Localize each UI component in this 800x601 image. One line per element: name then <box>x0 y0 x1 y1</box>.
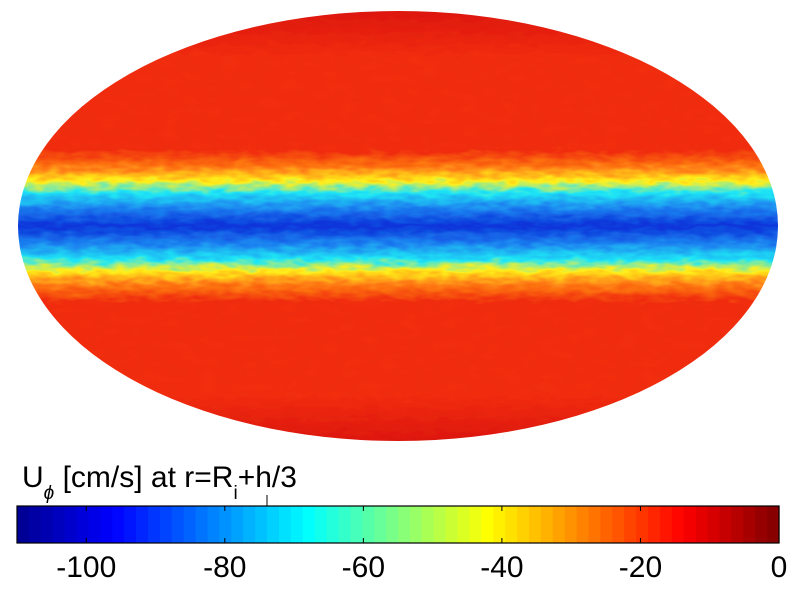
label-tail: +h/3 <box>237 461 297 494</box>
map-texture <box>18 11 778 441</box>
colorbar-segment <box>136 506 149 543</box>
colorbar-segment <box>338 506 351 543</box>
colorbar-segment <box>52 506 66 543</box>
colorbar-segment <box>374 506 387 543</box>
colorbar-segment <box>683 506 697 543</box>
colorbar-segment <box>219 506 232 543</box>
colorbar-segment <box>588 506 602 543</box>
colorbar <box>17 506 780 543</box>
colorbar-segment <box>552 506 566 543</box>
colorbar-segment <box>255 506 268 543</box>
colorbar-tick-label: -20 <box>618 551 663 584</box>
colorbar-segment <box>124 506 137 543</box>
colorbar-segment <box>731 506 744 543</box>
colorbar-segment <box>481 506 494 543</box>
colorbar-segment <box>278 506 292 543</box>
colorbar-tick-label: 0 <box>770 551 788 584</box>
colorbar-segment <box>624 506 637 543</box>
colorbar-label: Uϕ [cm/s] at r=Ri+h/3 <box>22 461 297 505</box>
colorbar-segment <box>755 506 768 543</box>
colorbar-segment <box>362 506 375 543</box>
colorbar-segment <box>743 506 756 543</box>
colorbar-segment <box>671 506 685 543</box>
colorbar-segment <box>207 506 221 543</box>
colorbar-segment <box>267 506 280 543</box>
colorbar-segment <box>528 506 542 543</box>
colorbar-segment <box>112 506 125 543</box>
colorbar-segment <box>767 506 780 543</box>
colorbar-segment <box>290 506 304 543</box>
colorbar-segment <box>100 506 113 543</box>
colorbar-segment <box>88 506 101 543</box>
colorbar-segment <box>564 506 578 543</box>
label-phi-subscript: ϕ <box>43 483 55 504</box>
colorbar-segment <box>600 506 613 543</box>
colorbar-tick-label: -60 <box>341 551 386 584</box>
colorbar-segment <box>302 506 316 543</box>
colorbar-segment <box>409 506 423 543</box>
colorbar-segment <box>421 506 435 543</box>
colorbar-segment <box>386 506 399 543</box>
colorbar-segment <box>231 506 244 543</box>
colorbar-segment <box>659 506 673 543</box>
colorbar-segment <box>707 506 721 543</box>
colorbar-segment <box>40 506 54 543</box>
colorbar-segment <box>314 506 328 543</box>
colorbar-frame <box>16 505 780 544</box>
colorbar-segment <box>183 506 197 543</box>
colorbar-segment <box>17 506 30 543</box>
colorbar-segment <box>195 506 209 543</box>
label-u: U <box>22 461 44 494</box>
colorbar-segment <box>76 506 90 543</box>
colorbar-segment <box>469 506 482 543</box>
colorbar-segment <box>457 506 471 543</box>
colorbar-segment <box>540 506 554 543</box>
label-i-subscript: i <box>233 483 238 504</box>
colorbar-segment <box>493 506 506 543</box>
colorbar-segment <box>695 506 709 543</box>
colorbar-segment <box>326 506 340 543</box>
colorbar-tick-label: -40 <box>480 551 524 584</box>
colorbar-tick-label: -100 <box>56 551 117 584</box>
colorbar-segment <box>648 506 661 543</box>
colorbar-segment <box>159 506 173 543</box>
colorbar-segment <box>636 506 649 543</box>
colorbar-segment <box>433 506 447 543</box>
colorbar-segment <box>576 506 590 543</box>
colorbar-segment <box>147 506 161 543</box>
colorbar-segment <box>517 506 530 543</box>
mollweide-map <box>18 11 778 441</box>
colorbar-ticks <box>85 495 780 543</box>
colorbar-segment <box>398 506 411 543</box>
colorbar-segment <box>505 506 518 543</box>
colorbar-segment <box>719 506 732 543</box>
colorbar-segment <box>350 506 363 543</box>
colorbar-segment <box>171 506 185 543</box>
colorbar-segment <box>64 506 78 543</box>
colorbar-tick-label: -80 <box>203 551 247 584</box>
colorbar-segment <box>612 506 625 543</box>
colorbar-segment <box>28 506 42 543</box>
colorbar-segment <box>445 506 459 543</box>
colorbar-segment <box>243 506 256 543</box>
label-units: [cm/s] at r=R <box>54 461 234 494</box>
